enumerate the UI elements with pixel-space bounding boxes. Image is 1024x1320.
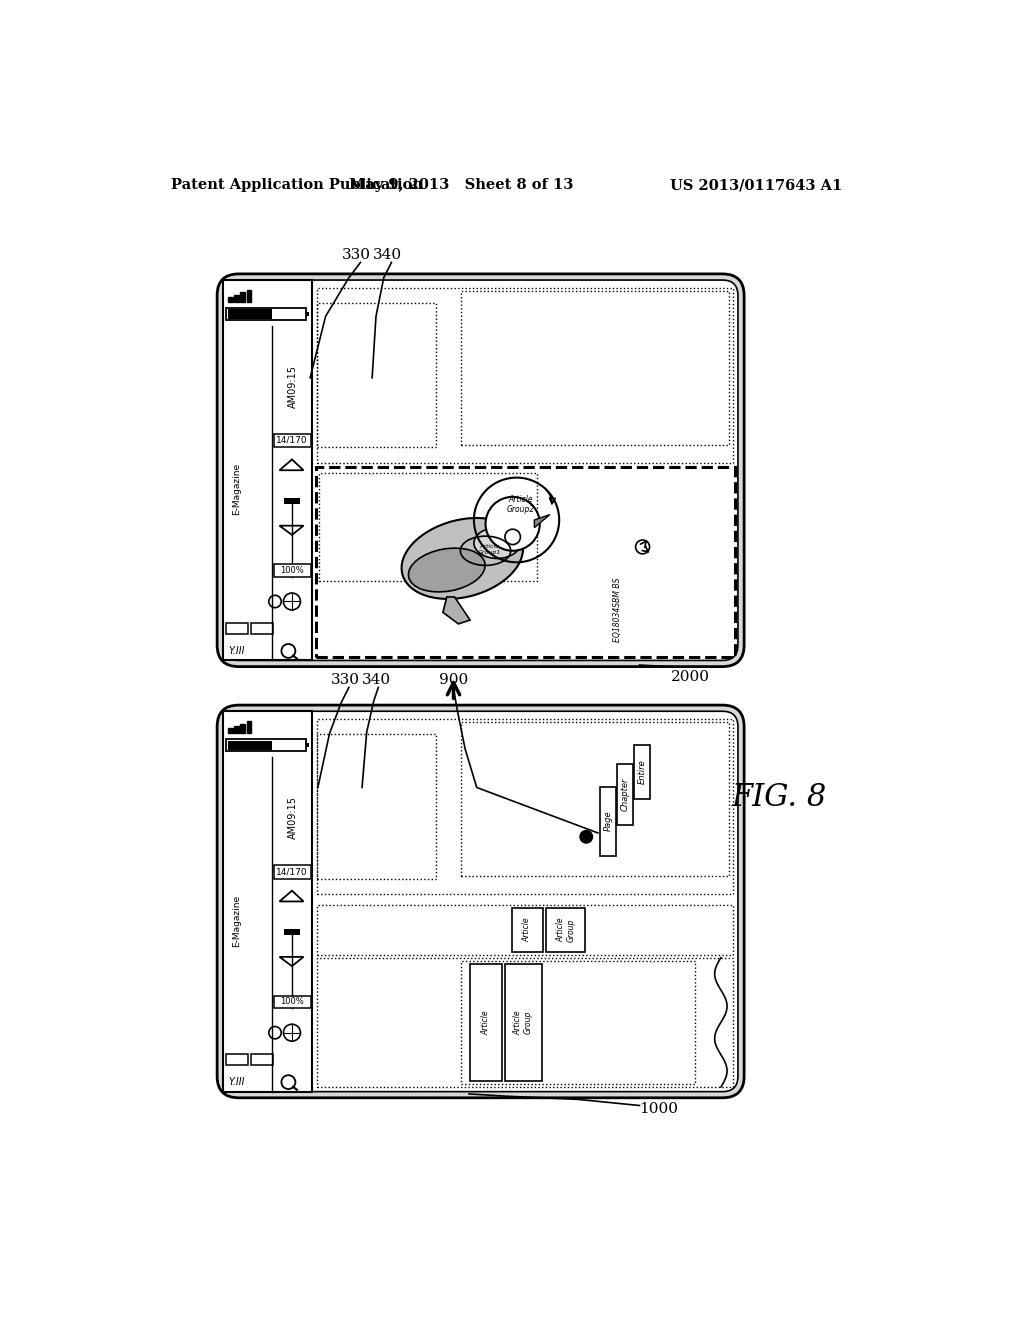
- Circle shape: [485, 496, 540, 550]
- Bar: [306, 743, 309, 747]
- Bar: [462, 292, 729, 445]
- Bar: [226, 739, 306, 751]
- Bar: [462, 722, 729, 876]
- Text: FIG. 8: FIG. 8: [731, 781, 826, 813]
- Bar: [600, 787, 615, 855]
- Text: 14/170: 14/170: [276, 867, 308, 876]
- Text: EQ18034SBM BS: EQ18034SBM BS: [613, 578, 622, 642]
- Bar: [241, 293, 245, 302]
- Text: 330: 330: [331, 673, 359, 686]
- Text: 900: 900: [439, 673, 468, 686]
- Bar: [317, 302, 436, 447]
- FancyBboxPatch shape: [217, 705, 744, 1098]
- Bar: [634, 744, 650, 799]
- Bar: [284, 929, 300, 935]
- Bar: [234, 726, 239, 733]
- Bar: [273, 865, 311, 879]
- Text: Y.III: Y.III: [228, 645, 245, 656]
- Bar: [462, 961, 695, 1084]
- Bar: [317, 288, 733, 462]
- Text: 330: 330: [342, 248, 371, 261]
- Bar: [228, 309, 272, 318]
- Bar: [226, 308, 306, 321]
- Circle shape: [580, 830, 593, 843]
- Bar: [284, 498, 300, 504]
- Bar: [228, 729, 232, 733]
- Bar: [223, 280, 312, 660]
- Text: Y.III: Y.III: [228, 1077, 245, 1088]
- Text: E-Magazine: E-Magazine: [232, 463, 242, 515]
- Bar: [317, 958, 733, 1088]
- Text: 100%: 100%: [281, 566, 304, 576]
- Text: US 2013/0117643 A1: US 2013/0117643 A1: [671, 178, 843, 193]
- Text: 100%: 100%: [281, 998, 304, 1006]
- Text: 1000: 1000: [640, 1102, 679, 1117]
- Bar: [247, 721, 251, 733]
- Bar: [247, 290, 251, 302]
- Bar: [234, 294, 239, 302]
- Text: Patent Application Publication: Patent Application Publication: [171, 178, 423, 193]
- Bar: [505, 964, 542, 1081]
- Bar: [251, 623, 272, 634]
- Text: Page: Page: [603, 810, 612, 832]
- Text: Article: Article: [522, 917, 531, 942]
- Text: Entire: Entire: [638, 759, 646, 784]
- Bar: [273, 565, 311, 577]
- Text: Article: Article: [481, 1010, 490, 1035]
- Text: Chapter: Chapter: [621, 777, 630, 812]
- FancyBboxPatch shape: [217, 275, 744, 667]
- Bar: [512, 908, 543, 952]
- Bar: [226, 623, 248, 634]
- Text: AM09:15: AM09:15: [288, 796, 298, 840]
- Bar: [317, 719, 733, 894]
- Text: 340: 340: [373, 248, 402, 261]
- Text: E-Magazine: E-Magazine: [232, 895, 242, 946]
- Bar: [317, 906, 733, 954]
- Bar: [228, 741, 272, 750]
- Text: May 9, 2013   Sheet 8 of 13: May 9, 2013 Sheet 8 of 13: [349, 178, 573, 193]
- Bar: [228, 297, 232, 302]
- Ellipse shape: [401, 517, 523, 599]
- FancyBboxPatch shape: [223, 280, 738, 660]
- Text: 2000: 2000: [671, 671, 710, 685]
- Bar: [318, 473, 537, 581]
- Bar: [251, 1055, 272, 1065]
- Ellipse shape: [474, 528, 520, 558]
- Text: 14/170: 14/170: [276, 436, 308, 445]
- FancyBboxPatch shape: [223, 711, 738, 1092]
- Text: 340: 340: [361, 673, 390, 686]
- Bar: [273, 995, 311, 1008]
- Bar: [617, 764, 633, 825]
- Bar: [223, 711, 312, 1092]
- Bar: [273, 433, 311, 447]
- Bar: [226, 1055, 248, 1065]
- Text: Article
Group: Article Group: [514, 1010, 534, 1035]
- Bar: [315, 467, 735, 657]
- Ellipse shape: [409, 548, 485, 591]
- Polygon shape: [535, 515, 550, 528]
- Text: AM09:15: AM09:15: [288, 366, 298, 408]
- Text: Article
Group: Article Group: [556, 917, 575, 942]
- Text: Article
Group2: Article Group2: [506, 495, 535, 515]
- Bar: [470, 964, 503, 1081]
- Circle shape: [505, 529, 520, 545]
- Bar: [306, 312, 309, 317]
- Polygon shape: [443, 597, 470, 624]
- Text: Article
Group1: Article Group1: [478, 544, 501, 554]
- Bar: [547, 908, 585, 952]
- Bar: [317, 734, 436, 879]
- Bar: [241, 723, 245, 733]
